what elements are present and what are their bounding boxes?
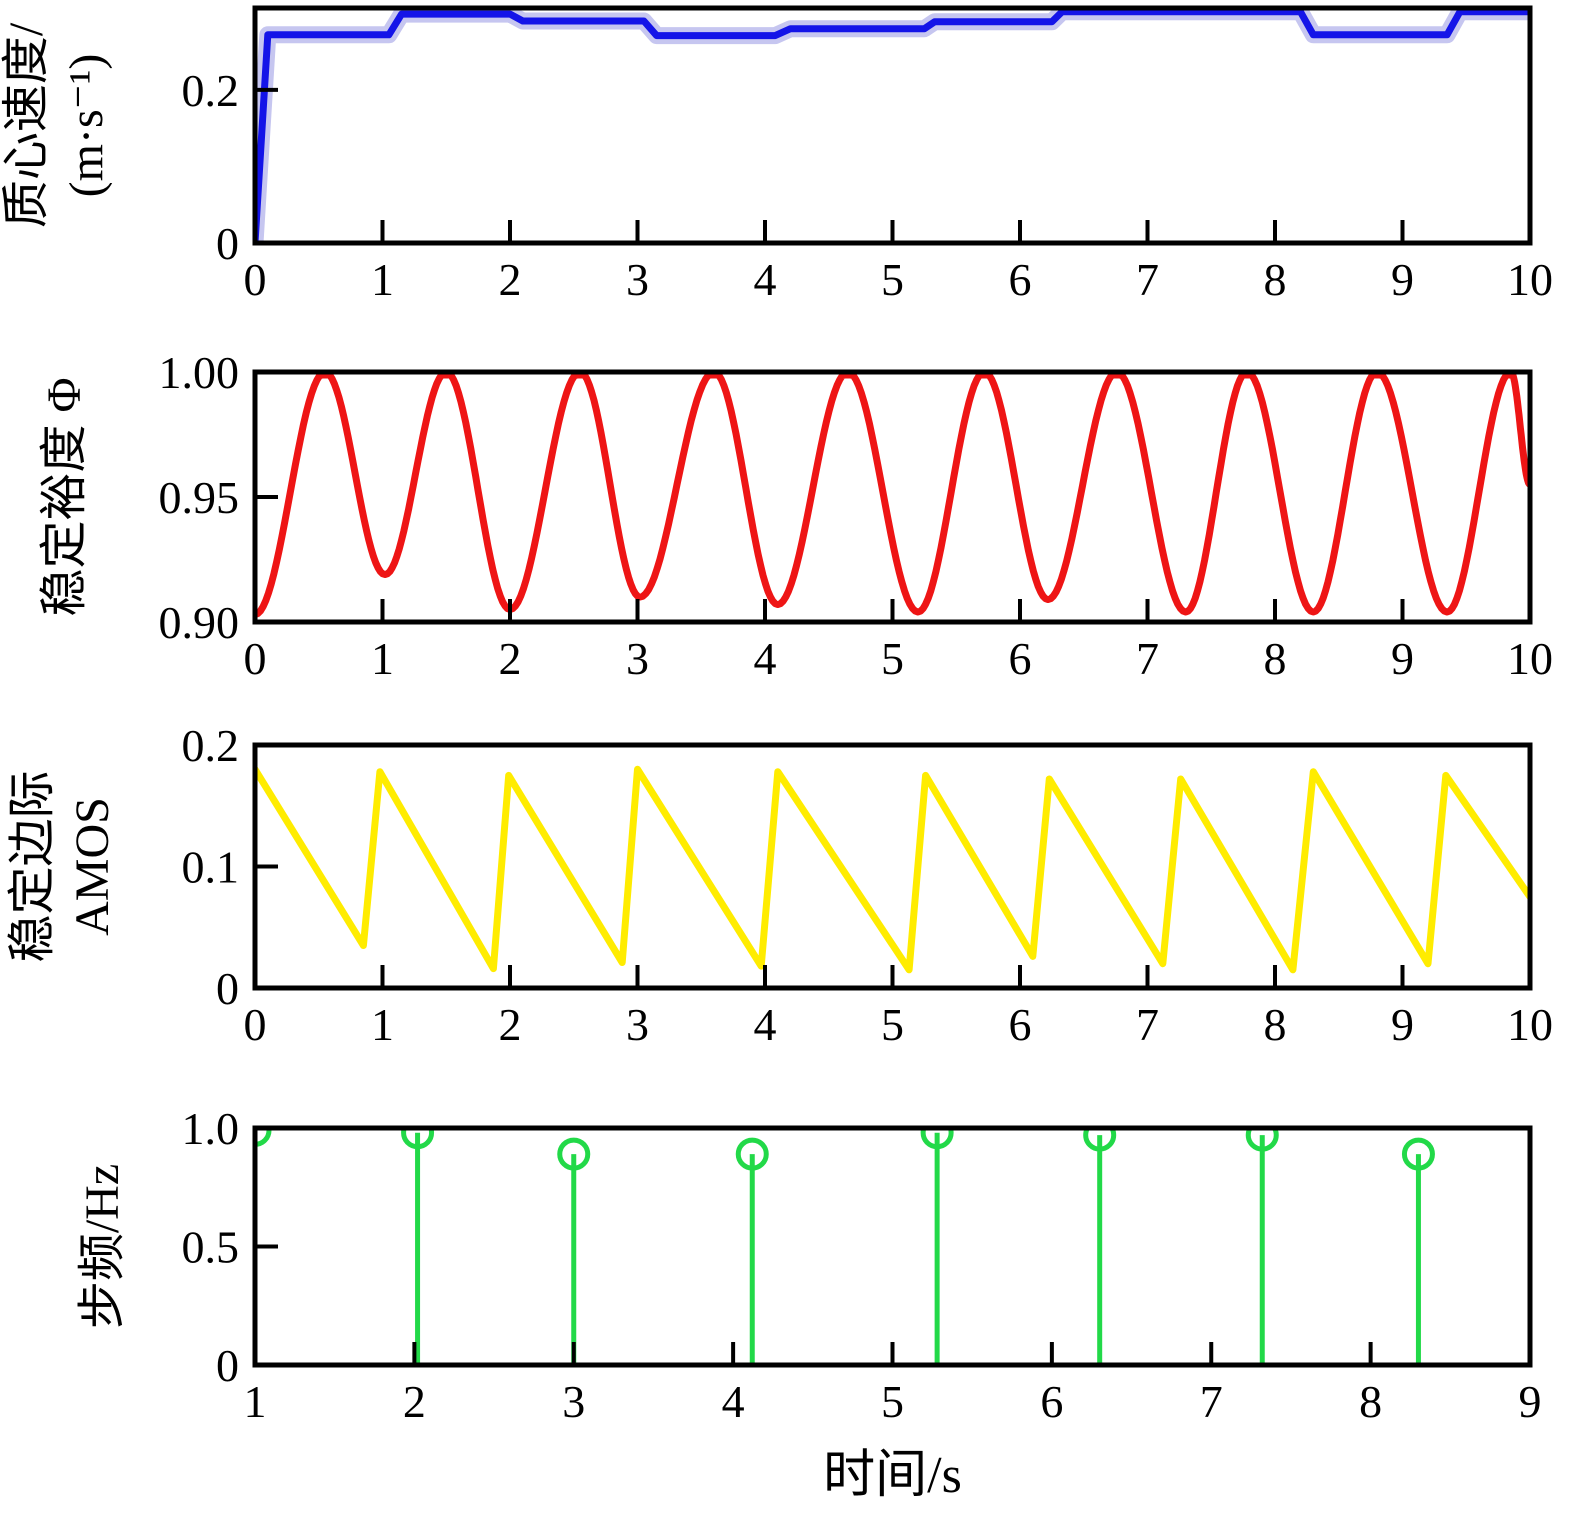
x-tick-label: 2 bbox=[499, 999, 522, 1050]
stability-margin-phi-line bbox=[255, 372, 1530, 618]
y-axis-label: (m·s⁻¹) bbox=[60, 54, 113, 198]
x-tick-label: 3 bbox=[562, 1376, 585, 1427]
x-tick-label: 5 bbox=[881, 1376, 904, 1427]
x-tick-label: 7 bbox=[1136, 254, 1159, 305]
x-tick-label: 10 bbox=[1507, 633, 1553, 684]
x-tick-label: 6 bbox=[1009, 633, 1032, 684]
x-tick-label: 8 bbox=[1359, 1376, 1382, 1427]
subplot-amos-margin: 0 1 2 3 4 5 6 7 8 9 10 0 0.1 0.2 稳定边际 AMOS bbox=[6, 720, 1553, 1050]
x-tick-label: 3 bbox=[626, 254, 649, 305]
x-tick-label: 2 bbox=[499, 254, 522, 305]
x-tick-label: 9 bbox=[1519, 1376, 1542, 1427]
x-tick-label: 8 bbox=[1264, 999, 1287, 1050]
x-tick-label: 10 bbox=[1507, 999, 1553, 1050]
x-tick-label: 9 bbox=[1391, 633, 1414, 684]
y-tick-label: 0.90 bbox=[159, 597, 240, 648]
x-tick-label: 3 bbox=[626, 999, 649, 1050]
x-tick-label: 8 bbox=[1264, 633, 1287, 684]
y-tick-label: 0 bbox=[216, 218, 239, 269]
x-tick-label: 0 bbox=[244, 633, 267, 684]
stem-marker bbox=[1401, 1137, 1435, 1171]
subplot-stability-margin-phi: 0 1 2 3 4 5 6 7 8 9 10 0.90 0.95 1.00 稳定裕度 Φ bbox=[38, 347, 1553, 684]
stem-marker bbox=[1083, 1128, 1117, 1152]
x-tick-label: 1 bbox=[371, 633, 394, 684]
x-tick-label: 2 bbox=[499, 633, 522, 684]
y-axis-label: AMOS bbox=[66, 797, 119, 936]
x-tick-label: 7 bbox=[1136, 999, 1159, 1050]
y-tick-label: 0 bbox=[216, 1340, 239, 1391]
x-tick-label: 9 bbox=[1391, 999, 1414, 1050]
x-tick-label: 6 bbox=[1009, 999, 1032, 1050]
amos-margin-data bbox=[255, 765, 1530, 974]
step-frequency-data bbox=[255, 1128, 1435, 1365]
x-tick-label: 9 bbox=[1391, 254, 1414, 305]
stem-marker bbox=[557, 1137, 591, 1171]
y-tick-label: 1.00 bbox=[159, 347, 240, 398]
com-velocity-data bbox=[255, 8, 1530, 243]
subplot-com-velocity: 0 1 2 3 4 5 6 7 8 9 10 0 0.2 质心速度/(m·s⁻¹) bbox=[0, 5, 1553, 305]
y-tick-label: 0.2 bbox=[182, 65, 240, 116]
y-tick-label: 0.1 bbox=[182, 842, 240, 893]
y-tick-label: 0.95 bbox=[159, 472, 240, 523]
y-axis-label: 步频/Hz bbox=[76, 1164, 129, 1329]
stem-marker bbox=[401, 1128, 435, 1150]
amos-margin-line bbox=[255, 765, 1530, 974]
x-tick-label: 4 bbox=[754, 633, 777, 684]
x-tick-label: 7 bbox=[1200, 1376, 1223, 1427]
axes-box bbox=[252, 1125, 1533, 1368]
x-axis-label: 时间/s bbox=[823, 1447, 962, 1504]
x-tick-label: 4 bbox=[722, 1376, 745, 1427]
x-tick-label: 8 bbox=[1264, 254, 1287, 305]
y-axis-label: 稳定裕度 Φ bbox=[38, 377, 91, 616]
x-tick-label: 6 bbox=[1040, 1376, 1063, 1427]
x-tick-label: 1 bbox=[244, 1376, 267, 1427]
subplot-step-frequency: 1 2 3 4 5 6 7 8 9 0 0.5 1.0 步频/Hz bbox=[76, 1103, 1542, 1427]
x-tick-label: 0 bbox=[244, 254, 267, 305]
x-tick-label: 0 bbox=[244, 999, 267, 1050]
y-axis-label: 质心速度/ bbox=[0, 22, 53, 228]
x-tick-label: 10 bbox=[1507, 254, 1553, 305]
stability-margin-phi-data bbox=[255, 372, 1530, 618]
y-tick-label: 0.2 bbox=[182, 720, 240, 771]
y-tick-label: 0 bbox=[216, 963, 239, 1014]
y-tick-label: 0.5 bbox=[182, 1222, 240, 1273]
stem-marker bbox=[735, 1137, 769, 1171]
x-tick-label: 2 bbox=[403, 1376, 426, 1427]
x-tick-label: 1 bbox=[371, 999, 394, 1050]
stem-marker bbox=[1245, 1128, 1279, 1152]
y-tick-label: 1.0 bbox=[182, 1103, 240, 1154]
x-tick-label: 6 bbox=[1009, 254, 1032, 305]
x-tick-label: 4 bbox=[754, 999, 777, 1050]
com-velocity-line bbox=[255, 8, 1530, 243]
stem-marker bbox=[920, 1128, 954, 1150]
y-axis-label: 稳定边际 bbox=[6, 770, 59, 962]
com-velocity-band bbox=[255, 8, 1530, 243]
x-tick-label: 4 bbox=[754, 254, 777, 305]
x-tick-label: 1 bbox=[371, 254, 394, 305]
x-tick-label: 5 bbox=[881, 633, 904, 684]
axes-box bbox=[252, 369, 1533, 625]
axes-box bbox=[252, 742, 1533, 991]
x-tick-label: 7 bbox=[1136, 633, 1159, 684]
x-tick-label: 3 bbox=[626, 633, 649, 684]
x-tick-label: 5 bbox=[881, 254, 904, 305]
x-tick-label: 5 bbox=[881, 999, 904, 1050]
